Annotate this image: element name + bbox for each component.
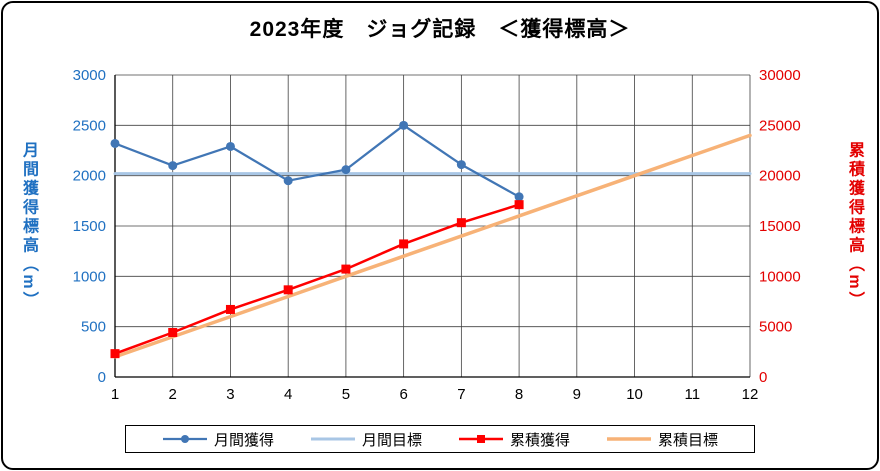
legend-label-monthly-actual: 月間獲得 xyxy=(213,431,274,449)
legend-label-monthly-target: 月間目標 xyxy=(361,431,422,449)
svg-text:6: 6 xyxy=(399,386,407,403)
monthly-target-line-swatch xyxy=(310,432,356,446)
svg-text:3000: 3000 xyxy=(73,67,106,84)
cumulative-actual-line-swatch xyxy=(458,432,504,446)
chart-title: 2023年度 ジョグ記録 ＜獲得標高＞ xyxy=(249,18,631,41)
chart-legend: 月間獲得 月間目標 累積獲得 累積目標 xyxy=(125,425,755,453)
svg-text:12: 12 xyxy=(742,386,759,403)
svg-text:4: 4 xyxy=(284,386,292,403)
svg-text:20000: 20000 xyxy=(759,168,801,185)
svg-text:7: 7 xyxy=(457,386,465,403)
legend-label-cumulative-actual: 累積獲得 xyxy=(509,431,570,449)
svg-text:10: 10 xyxy=(626,386,643,403)
svg-text:0: 0 xyxy=(759,369,767,386)
svg-text:2000: 2000 xyxy=(73,168,106,185)
svg-text:8: 8 xyxy=(515,386,523,403)
legend-label-cumulative-target: 累積目標 xyxy=(657,431,718,449)
legend-item-cumulative-target: 累積目標 xyxy=(606,429,718,450)
svg-text:10000: 10000 xyxy=(759,268,801,285)
svg-text:15000: 15000 xyxy=(759,218,801,235)
legend-item-cumulative-actual: 累積獲得 xyxy=(458,429,570,450)
svg-text:1000: 1000 xyxy=(73,268,106,285)
svg-text:0: 0 xyxy=(98,369,106,386)
legend-item-monthly-target: 月間目標 xyxy=(310,429,422,450)
right-axis-title: 累積獲得標高（m） xyxy=(846,141,863,311)
svg-text:2: 2 xyxy=(169,386,177,403)
svg-text:500: 500 xyxy=(81,319,106,336)
svg-text:25000: 25000 xyxy=(759,117,801,134)
monthly-actual-line-swatch xyxy=(162,432,208,446)
svg-text:3: 3 xyxy=(226,386,234,403)
svg-text:5: 5 xyxy=(342,386,350,403)
svg-text:1500: 1500 xyxy=(73,218,106,235)
left-axis-title: 月間獲得標高（m） xyxy=(20,141,37,311)
svg-text:30000: 30000 xyxy=(759,67,801,84)
cumulative-target-line-swatch xyxy=(606,432,652,446)
svg-text:1: 1 xyxy=(111,386,119,403)
svg-text:2500: 2500 xyxy=(73,117,106,134)
svg-text:5000: 5000 xyxy=(759,319,792,336)
svg-text:11: 11 xyxy=(684,386,700,403)
svg-text:9: 9 xyxy=(573,386,581,403)
legend-item-monthly-actual: 月間獲得 xyxy=(162,429,274,450)
